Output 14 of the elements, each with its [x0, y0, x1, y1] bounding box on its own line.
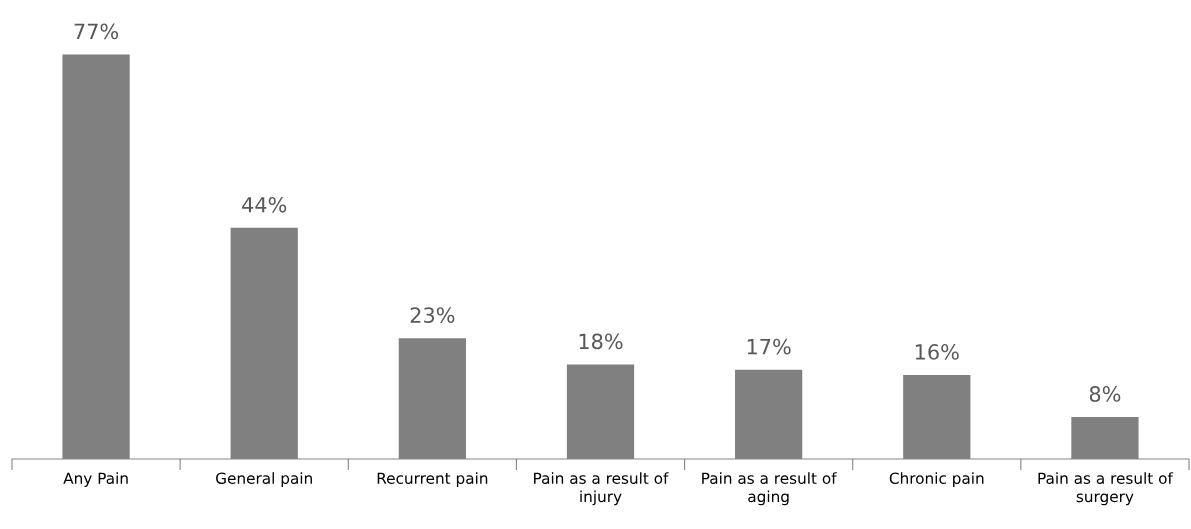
data-label: 17% — [747, 338, 791, 355]
x-tick-label: Chronic pain — [889, 472, 984, 487]
x-tick-label: Pain as a result of injury — [534, 472, 669, 506]
x-tick-label: Recurrent pain — [377, 472, 488, 487]
x-tick-label: Any Pain — [63, 472, 128, 487]
data-label: 44% — [242, 196, 287, 213]
data-label: 77% — [74, 23, 119, 40]
data-label: 23% — [410, 307, 455, 323]
x-tick-label: Pain as a result of aging — [702, 472, 837, 506]
x-tick-label: Pain as a result of surgery — [1038, 472, 1174, 506]
data-label: 16% — [915, 344, 959, 360]
x-tick-label: General pain — [216, 472, 312, 487]
data-label: 18% — [579, 333, 623, 350]
data-label: 8% — [1089, 386, 1121, 402]
